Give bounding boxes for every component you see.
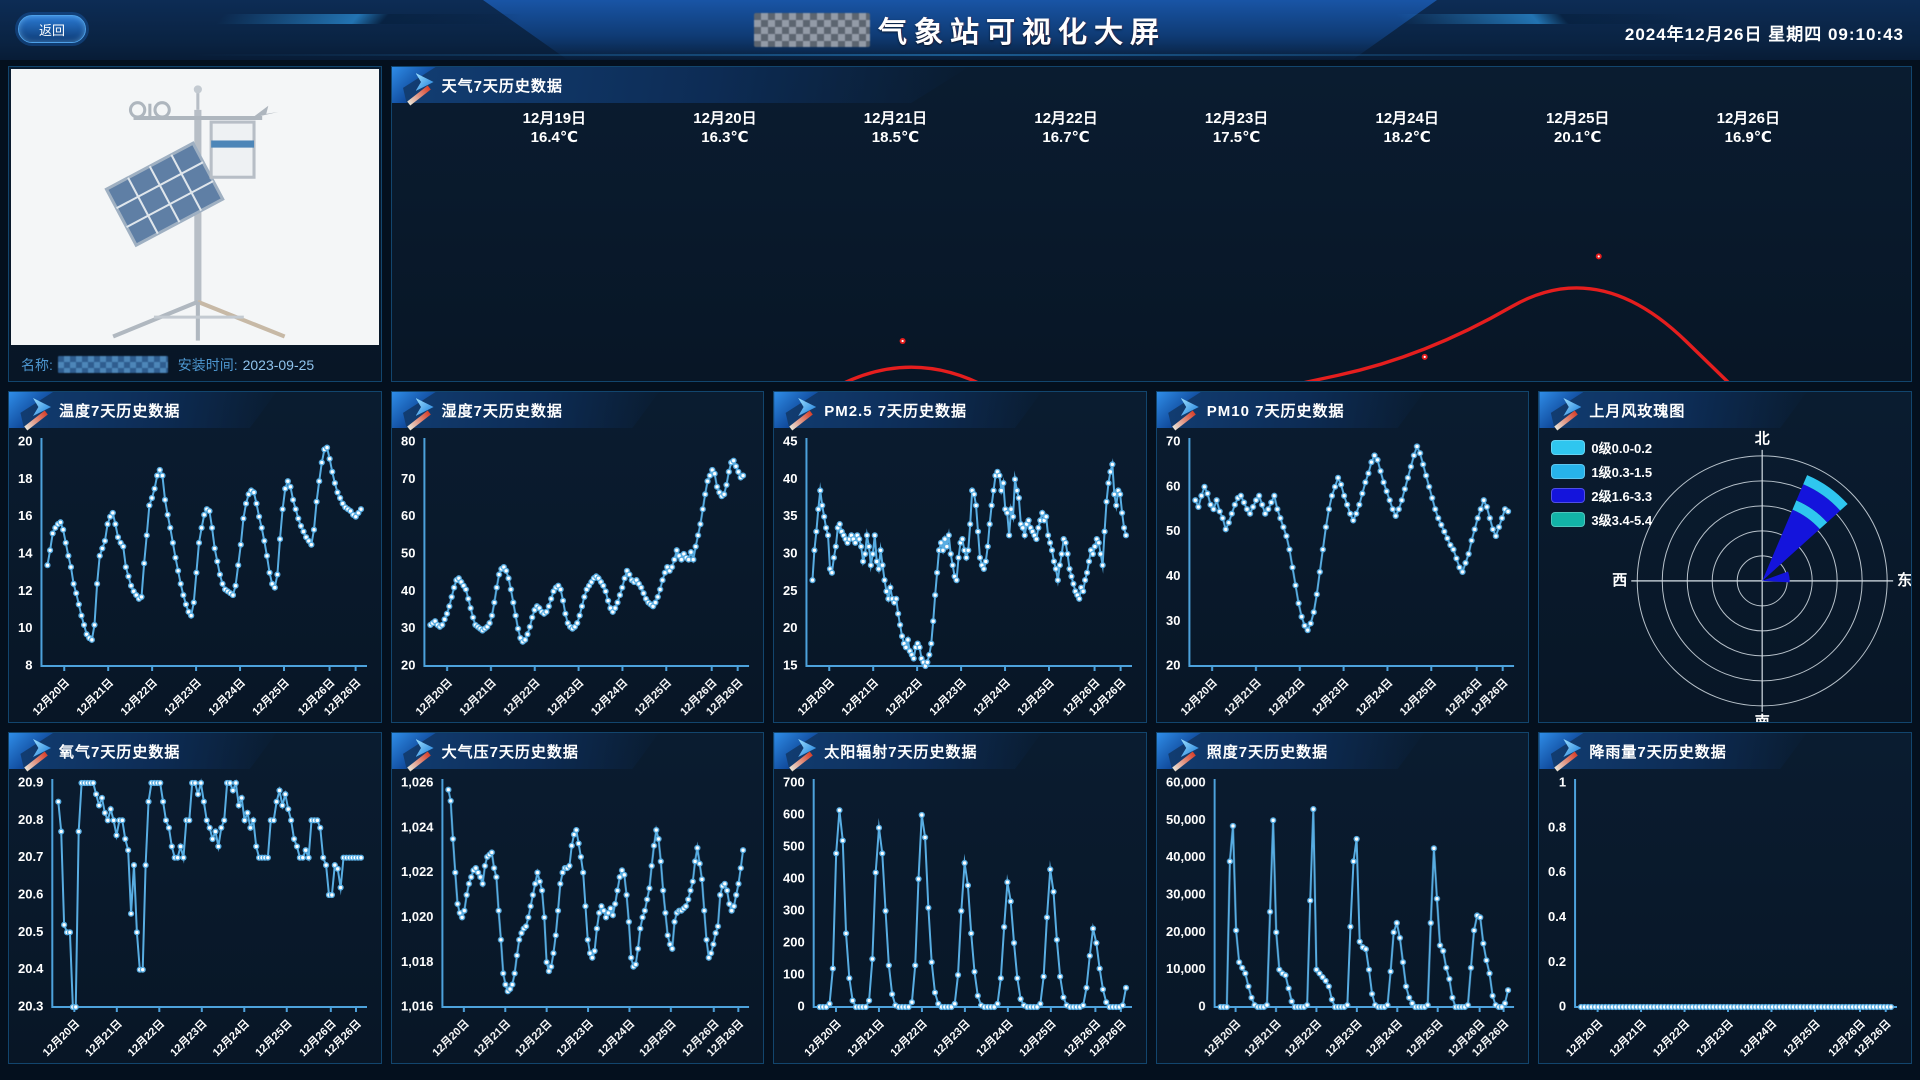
weather-date-cell: 12月20日 [693,110,757,127]
legend-item: 2级1.6-3.3 [1551,486,1652,505]
weather-high-cell: 18.2℃ [1383,129,1431,146]
weather-high-cell: 17.5℃ [1212,129,1261,146]
legend-label: 2级1.6-3.3 [1591,489,1653,504]
legend-label: 1级0.3-1.5 [1591,465,1653,480]
legend-item: 0级0.0-0.2 [1551,438,1652,457]
pm10-chart [1156,428,1529,722]
pm25-chart [774,428,1146,722]
back-button[interactable]: 返回 [18,15,87,43]
panel-title: 照度7天历史数据 [1206,744,1329,761]
field-label: 名称: [21,356,53,373]
legend-label: 0级0.0-0.2 [1591,441,1653,456]
legend-item: 1级0.3-1.5 [1551,462,1652,481]
weather-date-cell: 12月21日 [863,110,928,127]
rainfall-chart [1539,769,1911,1063]
solar-panel: 太阳辐射7天历史数据 [773,732,1147,1064]
pressure-chart [391,769,764,1063]
legend-label: 3级3.4-5.4 [1591,513,1653,528]
weather-high-cell: 16.4℃ [530,129,579,146]
temperature-panel: 温度7天历史数据 [8,391,382,723]
header-bar: 返回 气象站可视化大屏 2024年12月26日 星期四 09:10:43 [0,0,1920,60]
weather-date-cell: 12月25日 [1546,110,1610,127]
pm10-panel: PM10 7天历史数据 [1155,391,1530,723]
title-censored-block [753,13,870,47]
datetime-text: 2024年12月26日 星期四 09:10:43 [1624,25,1904,44]
panel-title: 天气7天历史数据 [441,78,563,95]
dashboard-grid: 名称:安装时间:2023-09-25位置:项目名称:站 天气7天历史数据 12月… [0,60,1920,1072]
panel-title: 湿度7天历史数据 [441,403,563,420]
legend-swatch [1551,512,1586,527]
panel-title: 大气压7天历史数据 [441,744,579,761]
legend-swatch [1551,488,1586,503]
station-field: 安装时间: 2023-09-25 [178,355,369,375]
field-value: 2023-09-25 [242,356,315,373]
panel-title: 太阳辐射7天历史数据 [824,744,978,761]
legend-swatch [1551,440,1586,455]
weather-high-cell: 20.1℃ [1554,129,1602,146]
windrose-legend: 0级0.0-0.2 1级0.3-1.5 2级1.6-3.3 3级3.4-5.4 [1551,438,1652,534]
legend-swatch [1551,464,1586,479]
panel-title: 降雨量7天历史数据 [1589,744,1727,761]
humidity-panel: 湿度7天历史数据 [390,391,765,723]
legend-item: 3级3.4-5.4 [1551,510,1652,529]
station-field: 名称: [21,355,178,375]
windrose-chart [1539,428,1911,722]
weather-highs-row: 16.4℃ 16.3℃ 18.5℃ 16.7℃ 17.5℃ 18.2℃ 20.1℃ 16.9℃ [392,128,1911,146]
weather-high-cell: 18.5℃ [871,129,920,146]
weather-panel: 天气7天历史数据 12月19日 12月20日 12月21日 12月22日 12月23日 1… [390,66,1912,382]
weather-body: 12月19日 12月20日 12月21日 12月22日 12月23日 12月24日 12月2… [391,107,1911,381]
header-glow-line [192,54,1728,56]
station-photo [11,69,379,345]
weather-date-cell: 12月26日 [1716,110,1780,127]
panel-title: 温度7天历史数据 [59,403,181,420]
panel-title: 氧气7天历史数据 [59,744,181,761]
weather-station-illustration [11,69,379,345]
weather-high-cell: 16.3℃ [701,129,749,146]
solar-chart [774,769,1146,1063]
humidity-chart [391,428,764,722]
weather-dates-row: 12月19日 12月20日 12月21日 12月22日 12月23日 12月24日 12月2… [392,107,1911,128]
windrose-panel: 上月风玫瑰图 0级0.0-0.2 1级0.3-1.5 2级1.6-3.3 3级3.4-… [1538,391,1912,723]
weather-line-chart [391,146,1911,381]
panel-title: 上月风玫瑰图 [1589,403,1686,420]
pm25-panel: PM2.5 7天历史数据 [773,391,1147,723]
weather-date-cell: 12月24日 [1375,110,1439,127]
station-panel: 名称:安装时间:2023-09-25位置:项目名称:站 [8,66,382,382]
oxygen-panel: 氧气7天历史数据 [8,732,382,1064]
panel-title: PM10 7天历史数据 [1206,403,1345,420]
weather-high-cell: 16.9℃ [1724,129,1772,146]
weather-date-cell: 12月19日 [522,110,587,127]
illuminance-chart [1156,769,1529,1063]
station-info: 名称:安装时间:2023-09-25位置:项目名称:站 [9,347,381,381]
weather-high-cell: 16.7℃ [1042,129,1090,146]
header-decoration [483,0,1437,60]
masked-value [57,356,168,374]
weather-date-cell: 12月23日 [1204,110,1269,127]
field-label: 安装时间: [177,356,238,373]
title-wrap: 气象站可视化大屏 [0,0,1920,60]
temperature-chart [9,428,381,722]
rainfall-panel: 降雨量7天历史数据 [1538,732,1912,1064]
page-title: 气象站可视化大屏 [877,17,1166,49]
oxygen-chart [9,769,381,1063]
weather-date-cell: 12月22日 [1034,110,1098,127]
illuminance-panel: 照度7天历史数据 [1155,732,1530,1064]
pressure-panel: 大气压7天历史数据 [390,732,765,1064]
panel-title: PM2.5 7天历史数据 [824,403,968,420]
